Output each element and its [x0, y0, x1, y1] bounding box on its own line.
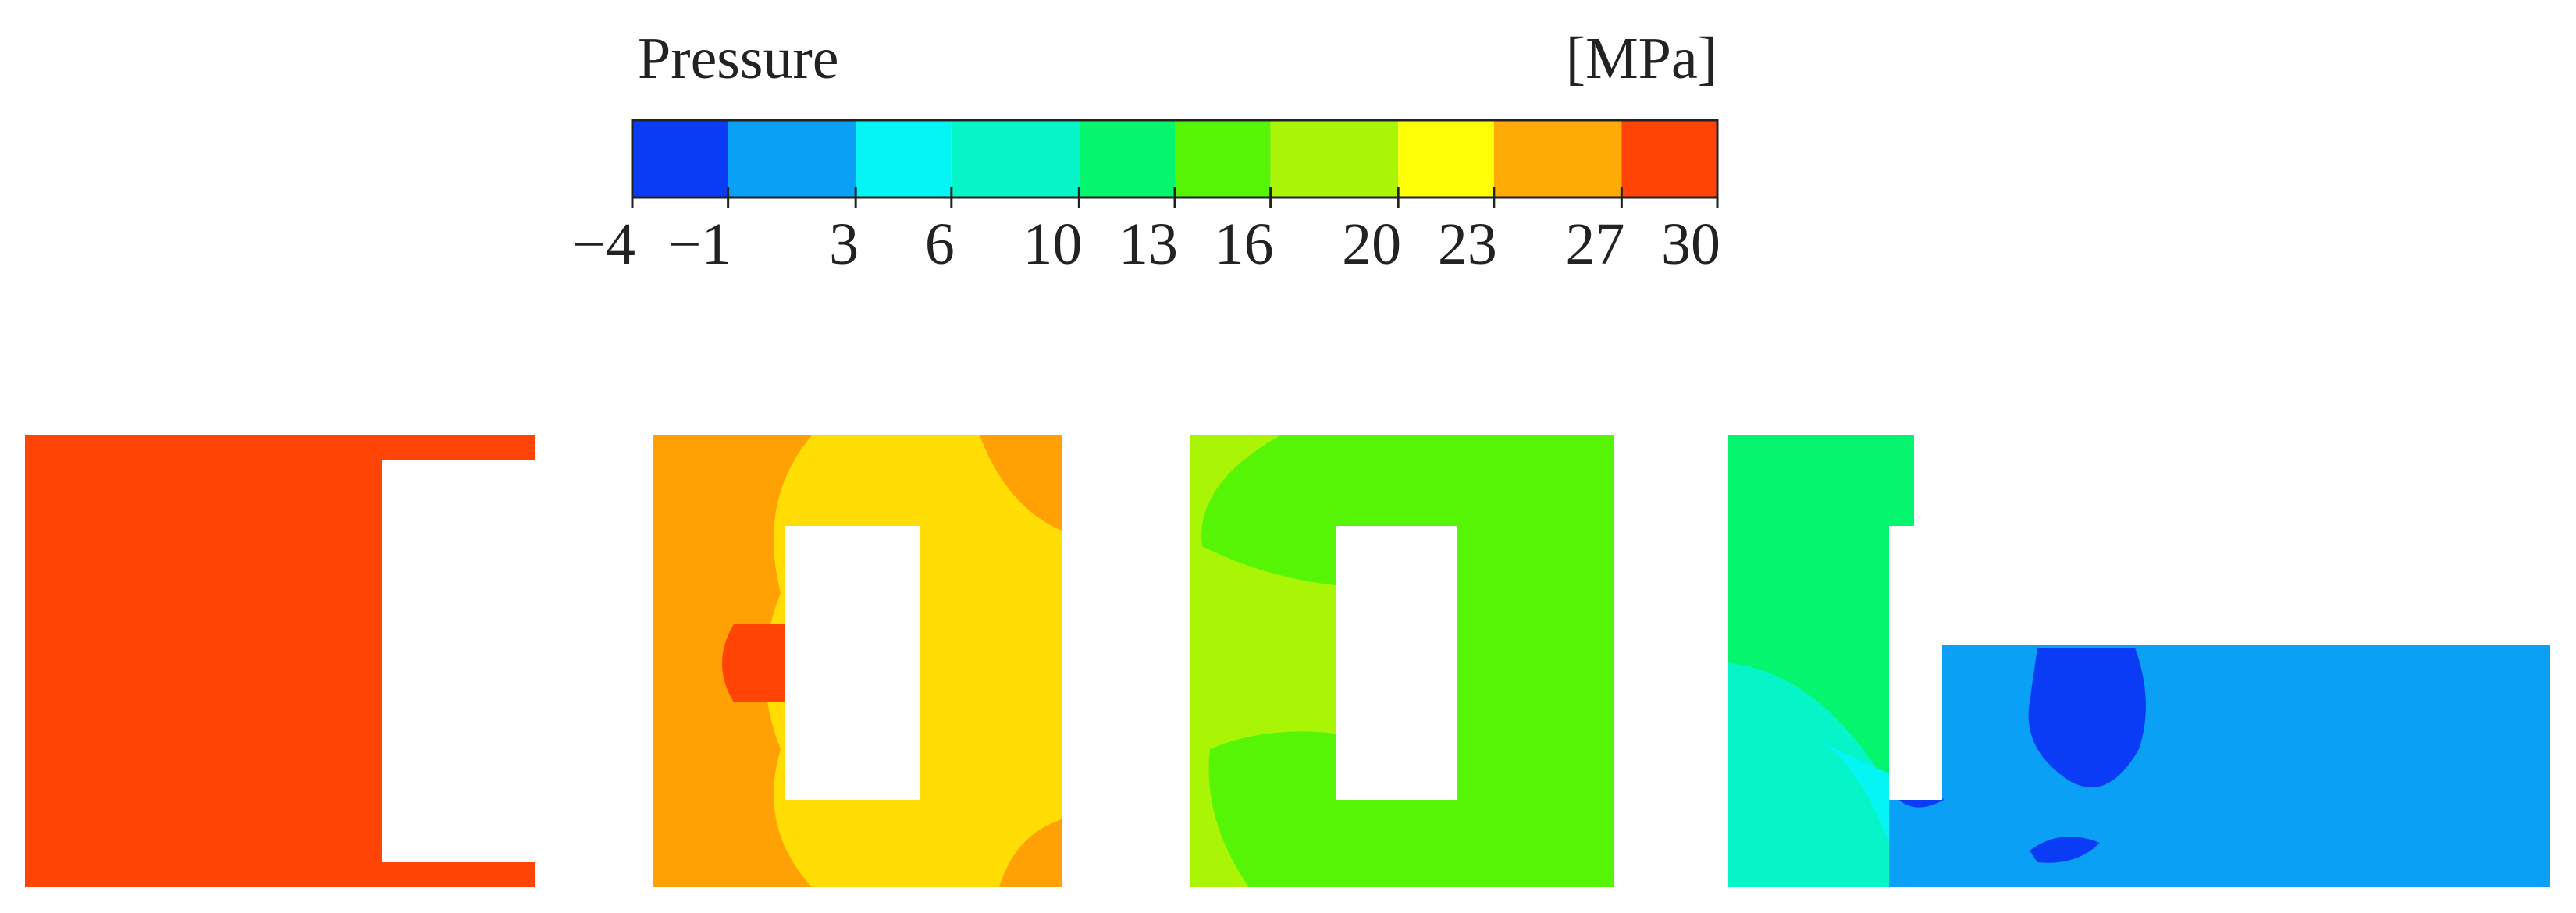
tick-label: 3 [829, 211, 859, 277]
colorbar-segment [1175, 120, 1271, 197]
tick-label: 6 [925, 211, 955, 277]
colorbar-segment [951, 120, 1080, 197]
tick-label: 20 [1342, 211, 1401, 277]
tick-label: 13 [1119, 211, 1178, 277]
tick-label: 16 [1215, 211, 1274, 277]
tick-label: −4 [572, 211, 635, 277]
panel-4 [1728, 435, 2550, 887]
colorbar-segment [1621, 120, 1717, 197]
tick-label: 10 [1023, 211, 1082, 277]
colorbar-segment [1493, 120, 1622, 197]
colorbar-segment [728, 120, 856, 197]
colorbar: −4 −1 3 6 10 13 16 20 23 27 30 [572, 119, 1720, 277]
colorbar-segment [632, 120, 728, 197]
colorbar-segment [856, 120, 952, 197]
colorbar-unit: [MPa] [1566, 26, 1717, 91]
tick-label: 23 [1438, 211, 1497, 277]
panel-1 [25, 435, 535, 887]
tick-label: 30 [1661, 211, 1720, 277]
colorbar-segment [1270, 120, 1399, 197]
panel-3 [1190, 435, 1614, 887]
colorbar-segment [1398, 120, 1494, 197]
colorbar-title: Pressure [638, 26, 839, 91]
colorbar-segment [1079, 120, 1175, 197]
tick-label: 27 [1565, 211, 1624, 277]
tick-label: −1 [668, 211, 731, 277]
panel-2 [653, 435, 1062, 887]
